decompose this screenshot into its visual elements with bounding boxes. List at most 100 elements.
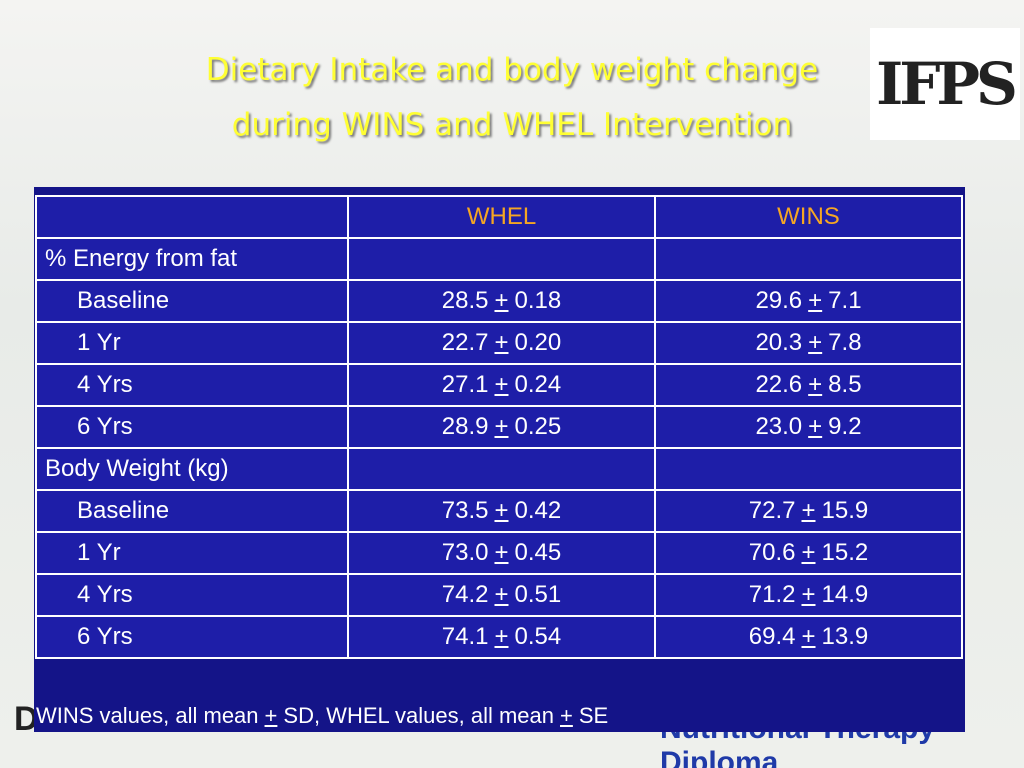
footnote: WINS values, all mean + SD, WHEL values, a… — [36, 703, 614, 729]
plus-minus: + — [801, 539, 816, 566]
data-cell: 69.4 +13.9 — [654, 615, 963, 659]
data-row: Baseline 28.5 +0.18 29.6 +7.1 — [35, 279, 963, 323]
data-cell: 22.7 +0.20 — [347, 321, 656, 365]
empty-cell — [654, 237, 963, 281]
row-label: 4 Yrs — [35, 573, 349, 617]
mean: 73.5 — [441, 497, 489, 524]
spread: 0.42 — [514, 497, 562, 524]
footnote-part: + — [560, 703, 573, 728]
header-cell: WHEL — [347, 195, 656, 239]
row-label: 6 Yrs — [35, 615, 349, 659]
spread: 0.18 — [514, 287, 562, 314]
data-row: Baseline 73.5 +0.42 72.7 +15.9 — [35, 489, 963, 533]
mean: 29.6 — [755, 287, 803, 314]
data-cell: 28.5 +0.18 — [347, 279, 656, 323]
data-row: 1 Yr 22.7 +0.20 20.3 +7.8 — [35, 321, 963, 365]
spread: 0.20 — [514, 329, 562, 356]
spread: 15.9 — [821, 497, 869, 524]
data-row: 4 Yrs 27.1 +0.24 22.6 +8.5 — [35, 363, 963, 407]
footnote-part: SE — [578, 703, 609, 728]
plus-minus: + — [808, 329, 823, 356]
data-cell: 72.7 +15.9 — [654, 489, 963, 533]
header-row: WHEL WINS — [35, 195, 963, 239]
header-cell: WINS — [654, 195, 963, 239]
plus-minus: + — [494, 623, 509, 650]
empty-cell — [347, 447, 656, 491]
section-row: % Energy from fat — [35, 237, 963, 281]
mean: 69.4 — [748, 623, 796, 650]
header-cell — [35, 195, 349, 239]
mean: 27.1 — [441, 371, 489, 398]
mean: 70.6 — [748, 539, 796, 566]
plus-minus: + — [494, 371, 509, 398]
data-cell: 74.1 +0.54 — [347, 615, 656, 659]
plus-minus: + — [494, 413, 509, 440]
spread: 7.1 — [828, 287, 862, 314]
row-label: Baseline — [35, 279, 349, 323]
plus-minus: + — [494, 287, 509, 314]
data-cell: 20.3 +7.8 — [654, 321, 963, 365]
title-line: Dietary Intake and body weight change — [205, 52, 819, 88]
row-label: Baseline — [35, 489, 349, 533]
row-label: 1 Yr — [35, 321, 349, 365]
logo: IFPS — [870, 28, 1020, 140]
spread: 0.54 — [514, 623, 562, 650]
data-cell: 71.2 +14.9 — [654, 573, 963, 617]
data-cell: 22.6 +8.5 — [654, 363, 963, 407]
spread: 0.45 — [514, 539, 562, 566]
spread: 14.9 — [821, 581, 869, 608]
footnote-part: + — [264, 703, 278, 728]
empty-cell — [654, 447, 963, 491]
data-row: 4 Yrs 74.2 +0.51 71.2 +14.9 — [35, 573, 963, 617]
mean: 28.5 — [441, 287, 489, 314]
data-cell: 28.9 +0.25 — [347, 405, 656, 449]
plus-minus: + — [801, 497, 816, 524]
mean: 71.2 — [748, 581, 796, 608]
data-row: 6 Yrs 74.1 +0.54 69.4 +13.9 — [35, 615, 963, 659]
plus-minus: + — [494, 539, 509, 566]
row-label: 4 Yrs — [35, 363, 349, 407]
mean: 74.1 — [441, 623, 489, 650]
data-row: 6 Yrs 28.9 +0.25 23.0 +9.2 — [35, 405, 963, 449]
data-cell: 27.1 +0.24 — [347, 363, 656, 407]
mean: 23.0 — [755, 413, 803, 440]
plus-minus: + — [494, 329, 509, 356]
plus-minus: + — [808, 371, 823, 398]
data-cell: 74.2 +0.51 — [347, 573, 656, 617]
mean: 22.7 — [441, 329, 489, 356]
spread: 8.5 — [828, 371, 862, 398]
footnote-part: SD, WHEL values, all mean — [283, 703, 555, 728]
title-line: during WINS and WHEL Intervention — [231, 107, 793, 143]
mean: 74.2 — [441, 581, 489, 608]
data-row: 1 Yr 73.0 +0.45 70.6 +15.2 — [35, 531, 963, 575]
spread: 15.2 — [821, 539, 869, 566]
empty-cell — [347, 237, 656, 281]
mean: 72.7 — [748, 497, 796, 524]
mean: 20.3 — [755, 329, 803, 356]
section-label: Body Weight (kg) — [35, 447, 349, 491]
data-cell: 23.0 +9.2 — [654, 405, 963, 449]
plus-minus: + — [808, 287, 823, 314]
section-label: % Energy from fat — [35, 237, 349, 281]
plus-minus: + — [801, 623, 816, 650]
plus-minus: + — [494, 581, 509, 608]
mean: 28.9 — [441, 413, 489, 440]
spread: 13.9 — [821, 623, 869, 650]
table: WHEL WINS% Energy from fat Baseline 28.5 +0.… — [35, 195, 963, 659]
mean: 73.0 — [441, 539, 489, 566]
spread: 0.24 — [514, 371, 562, 398]
data-cell: 73.0 +0.45 — [347, 531, 656, 575]
spread: 0.51 — [514, 581, 562, 608]
spread: 7.8 — [828, 329, 862, 356]
mean: 22.6 — [755, 371, 803, 398]
table-panel: WHEL WINS% Energy from fat Baseline 28.5 +0.… — [34, 187, 965, 732]
row-label: 1 Yr — [35, 531, 349, 575]
data-cell: 73.5 +0.42 — [347, 489, 656, 533]
section-row: Body Weight (kg) — [35, 447, 963, 491]
row-label: 6 Yrs — [35, 405, 349, 449]
plus-minus: + — [808, 413, 823, 440]
plus-minus: + — [801, 581, 816, 608]
plus-minus: + — [494, 497, 509, 524]
spread: 9.2 — [828, 413, 862, 440]
